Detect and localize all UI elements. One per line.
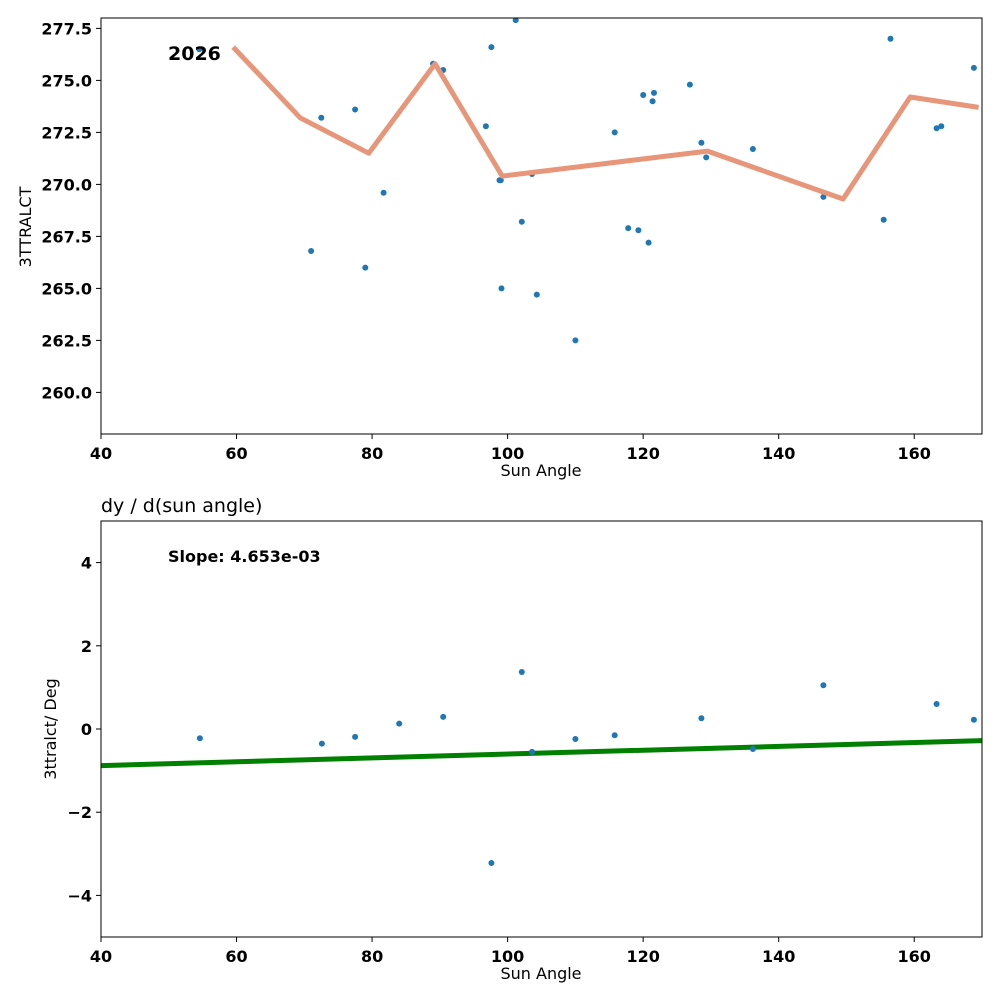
chart-bottom-y-axis: −4 −2 0 2 4: [67, 554, 101, 905]
chart-top-data-point: [749, 146, 756, 152]
chart-top-data-point: [533, 291, 540, 298]
chart-top-data-point: [938, 123, 945, 130]
chart-bottom-data-point: [196, 735, 203, 742]
chart-top-x-axis: 40 60 80 100 120 140 160: [90, 434, 931, 463]
chart-top-x-tick-label: 160: [898, 444, 931, 463]
chart-bottom-x-tick-label: 160: [898, 947, 931, 966]
chart-top-data-point: [497, 177, 504, 184]
chart-bottom-y-tick-label: 4: [81, 554, 92, 573]
chart-bottom-data-point: [572, 736, 579, 742]
chart-top-y-tick-label: 275.0: [41, 71, 92, 90]
chart-top-x-tick-label: 80: [361, 444, 383, 463]
chart-bottom-fit-line: [101, 738, 982, 769]
chart-bottom-data-point: [440, 713, 447, 720]
chart-bottom-annotation: Slope: 4.653e-03: [168, 547, 321, 566]
chart-bottom-data-point: [352, 733, 359, 740]
chart-bottom-data-point: [611, 732, 618, 739]
chart-bottom-y-tick-label: −2: [67, 803, 92, 822]
chart-top-data-point: [498, 285, 505, 292]
chart-bottom-x-tick-label: 60: [225, 947, 247, 966]
chart-bottom-data-point: [518, 669, 525, 675]
chart-top-data-point: [488, 44, 495, 51]
chart-top-y-tick-label: 260.0: [41, 383, 92, 402]
chart-top-y-tick-label: 265.0: [41, 279, 92, 298]
chart-top-data-point: [970, 64, 977, 71]
chart-bottom-title: dy / d(sun angle): [101, 495, 262, 517]
chart-bottom-x-axis: 40 60 80 100 120 140 160: [90, 937, 931, 966]
chart-bottom-data-point: [749, 746, 756, 752]
chart-bottom-data-point: [820, 682, 827, 689]
chart-top-data-point: [611, 129, 618, 136]
chart-top-data-point: [651, 89, 657, 96]
chart-top-data-point: [380, 189, 387, 196]
chart-top-x-axis-label: Sun Angle: [500, 461, 581, 480]
chart-top-data-point: [887, 35, 894, 42]
chart-bottom-y-tick-label: 2: [81, 637, 92, 656]
chart-top-y-tick-label: 262.5: [41, 331, 92, 350]
chart-top-y-axis-label: 3TTRALCT: [16, 186, 35, 267]
chart-top-data-point: [482, 123, 489, 130]
chart-bottom-data-point: [970, 716, 977, 723]
chart-bottom-data-point: [698, 715, 705, 722]
chart-top-y-tick-label: 270.0: [41, 175, 92, 194]
chart-bottom-data-point: [488, 860, 495, 866]
chart-top-data-point: [518, 218, 525, 225]
chart-bottom-x-tick-label: 140: [762, 947, 795, 966]
chart-bottom-x-tick-label: 40: [90, 947, 112, 966]
chart-bottom-data-point: [318, 740, 325, 747]
chart-top-data-point: [572, 337, 579, 344]
chart-top-data-point: [318, 114, 325, 121]
chart-top-x-tick-label: 140: [762, 444, 795, 463]
chart-top-y-tick-label: 277.5: [41, 19, 92, 38]
chart-bottom-data-point: [396, 720, 403, 727]
chart-top-annotation: 2026: [168, 43, 221, 65]
chart-top-frame: [100, 17, 983, 435]
chart-top-plot-area: [196, 18, 979, 344]
chart-top-data-point: [635, 227, 642, 234]
chart-top-x-tick-label: 100: [491, 444, 524, 463]
chart-top-binned-mean-line: [231, 45, 979, 202]
chart-top-data-point: [512, 18, 519, 24]
chart-top-data-point: [686, 81, 693, 88]
chart-bottom-plot-area: [101, 669, 982, 866]
chart-top-data-point: [352, 106, 359, 113]
chart-bottom-y-axis-label: 3ttralct/ Deg: [41, 678, 60, 779]
chart-top-data-point: [362, 264, 369, 271]
chart-top-data-point: [649, 98, 656, 105]
chart-top-x-tick-label: 120: [626, 444, 659, 463]
chart-top-data-point: [625, 225, 632, 232]
chart-bottom-x-tick-label: 120: [626, 947, 659, 966]
chart-top-data-point: [640, 92, 647, 98]
chart-top-data-point: [698, 139, 705, 146]
chart-top-data-point: [308, 248, 315, 254]
chart-bottom-x-tick-label: 100: [491, 947, 524, 966]
chart-top-x-tick-label: 40: [90, 444, 112, 463]
chart-bottom-y-tick-label: 0: [81, 720, 92, 739]
chart-bottom-x-axis-label: Sun Angle: [500, 964, 581, 983]
chart-bottom-x-tick-label: 80: [361, 947, 383, 966]
chart-top-data-point: [703, 154, 710, 161]
chart-top-y-axis: 260.0 262.5 265.0 267.5 270.0 272.5 275.0 277.5: [41, 19, 101, 402]
chart-top-y-tick-label: 272.5: [41, 123, 92, 142]
chart-bottom-y-tick-label: −4: [67, 886, 92, 905]
chart-top-data-point: [933, 125, 940, 132]
chart-top-data-point: [880, 216, 887, 223]
chart-top-data-point: [820, 193, 827, 200]
chart-bottom: 40 60 80 100 120 140 160 −4 −2 0 2 4 dy / d(sun an…: [41, 495, 983, 983]
chart-bottom-data-point: [529, 748, 535, 755]
chart-top-x-tick-label: 60: [225, 444, 247, 463]
chart-top-data-point: [645, 239, 652, 246]
chart-top: 40 60 80 100 120 140 160 260.0262.5265.0267.52…: [16, 17, 983, 480]
chart-top-data-point: [196, 46, 203, 53]
chart-bottom-data-point: [933, 701, 940, 707]
chart-top-y-tick-label: 267.5: [41, 227, 92, 246]
